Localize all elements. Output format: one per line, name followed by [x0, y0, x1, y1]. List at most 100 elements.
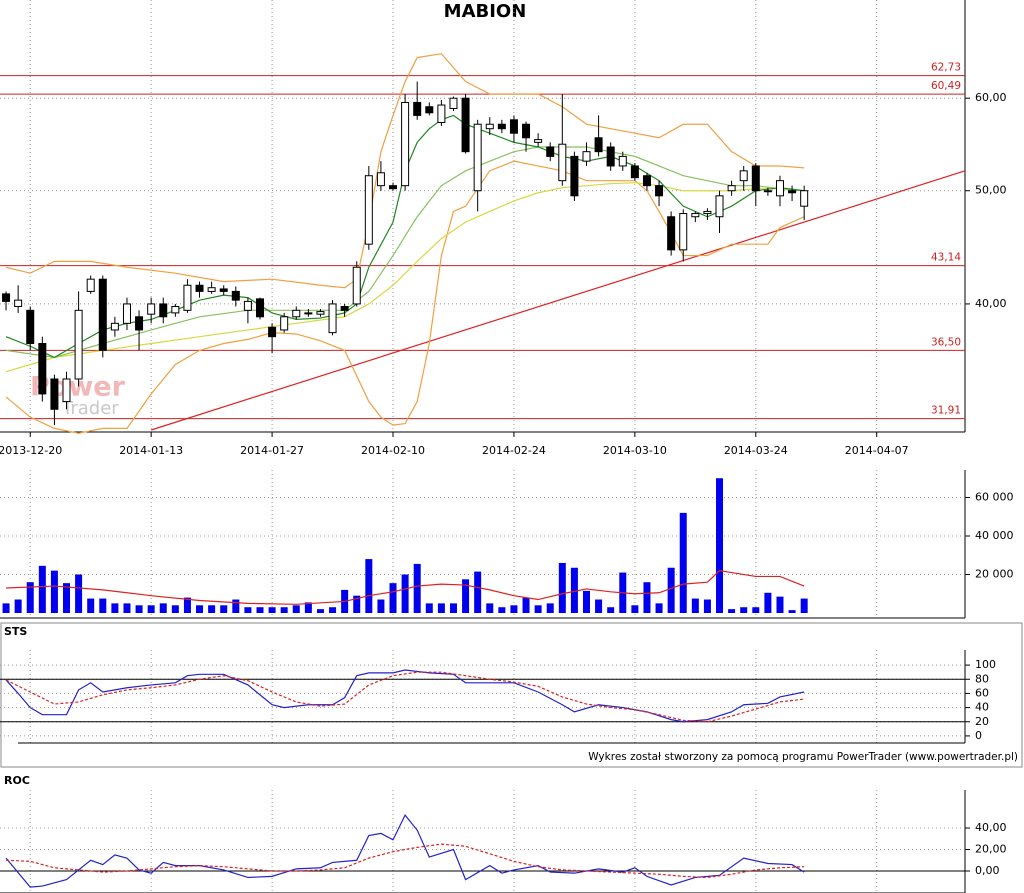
bar [570, 567, 578, 613]
level-label: 36,50 [931, 336, 961, 348]
candle-body [110, 322, 119, 331]
bar [631, 605, 639, 613]
bar [171, 605, 179, 613]
bar [510, 605, 518, 613]
candle-body [667, 216, 676, 251]
candle-body [715, 195, 724, 218]
y-tick-label: 60 000 [975, 490, 1014, 503]
sts-frame [0, 622, 1023, 768]
bar [183, 597, 191, 613]
bar [196, 605, 204, 613]
candle-body [328, 303, 337, 334]
watermark: Trader [61, 398, 119, 419]
candle-body [655, 185, 664, 197]
bar [244, 607, 252, 613]
indicator-line [6, 570, 805, 605]
bar [63, 583, 71, 613]
candle-body [570, 155, 579, 197]
indicator-line [5, 671, 805, 723]
candle-body [50, 378, 59, 410]
x-tick-label: 2014-01-27 [240, 444, 304, 457]
bar [740, 607, 748, 613]
bar [655, 603, 663, 613]
candle-body [340, 305, 349, 311]
candle-body [582, 151, 591, 162]
indicator-line [5, 146, 805, 359]
bar [703, 599, 711, 613]
candle-body [679, 213, 688, 251]
candle-body [195, 284, 204, 292]
bar [764, 592, 772, 613]
candle-body [630, 165, 639, 179]
x-tick-label: 2014-02-24 [482, 444, 546, 457]
level-label: 43,14 [931, 252, 961, 264]
bar [776, 596, 784, 613]
candle-body [763, 190, 772, 193]
bar [595, 599, 603, 613]
y-tick-label: 0,00 [975, 864, 1000, 877]
x-tick-label: 2014-01-13 [119, 444, 183, 457]
candle-body [461, 97, 470, 153]
bar [486, 603, 494, 613]
bar [147, 605, 155, 613]
candle-body [727, 185, 736, 192]
x-tick-label: 2014-03-24 [724, 444, 788, 457]
candle-body [255, 298, 264, 318]
candle-body [425, 106, 434, 114]
bar [50, 570, 58, 613]
bar [256, 607, 264, 613]
bar [389, 583, 397, 613]
candle-body [62, 378, 71, 403]
candle-body [534, 139, 543, 143]
candle-body [2, 293, 11, 302]
indicator-line [5, 182, 805, 373]
candle-body [594, 137, 603, 153]
bar [800, 598, 808, 613]
candle-body [304, 312, 313, 315]
bar [691, 598, 699, 613]
bar [788, 610, 796, 613]
candle-body [497, 123, 506, 130]
bar [498, 607, 506, 613]
bar [123, 603, 131, 613]
bar [292, 605, 300, 613]
y-tick-label: 20,00 [975, 843, 1007, 856]
candle-body [38, 342, 47, 395]
bar [377, 599, 385, 613]
bar [437, 603, 445, 613]
candle-body [522, 123, 531, 139]
candle-body [691, 213, 700, 218]
y-tick-label: 40,00 [975, 297, 1007, 310]
bar [268, 607, 276, 613]
candle-body [751, 165, 760, 192]
candle-body [26, 309, 35, 344]
y-tick-label: 40 [975, 701, 989, 714]
bar [75, 574, 83, 613]
candle-body [558, 143, 567, 182]
chart-title: MABION [444, 1, 527, 22]
bar [752, 607, 760, 613]
bar [159, 603, 167, 613]
candle-body [509, 119, 518, 134]
level-label: 62,73 [931, 62, 961, 74]
candle-body [546, 146, 555, 157]
bar [449, 603, 457, 613]
bar [2, 603, 10, 613]
bar [522, 597, 530, 613]
x-tick-label: 2014-03-10 [603, 444, 667, 457]
bar [111, 603, 119, 613]
y-tick-label: 40,00 [975, 821, 1007, 834]
candle-body [14, 299, 23, 307]
candle-body [231, 290, 240, 301]
bar [643, 582, 651, 613]
bar [474, 571, 482, 613]
bar [716, 478, 724, 613]
candle-body [292, 309, 301, 318]
candle-body [219, 288, 228, 292]
level-label: 31,91 [931, 405, 961, 417]
bar [316, 609, 324, 613]
bar [728, 609, 736, 613]
bar [667, 567, 675, 613]
bar [425, 603, 433, 613]
